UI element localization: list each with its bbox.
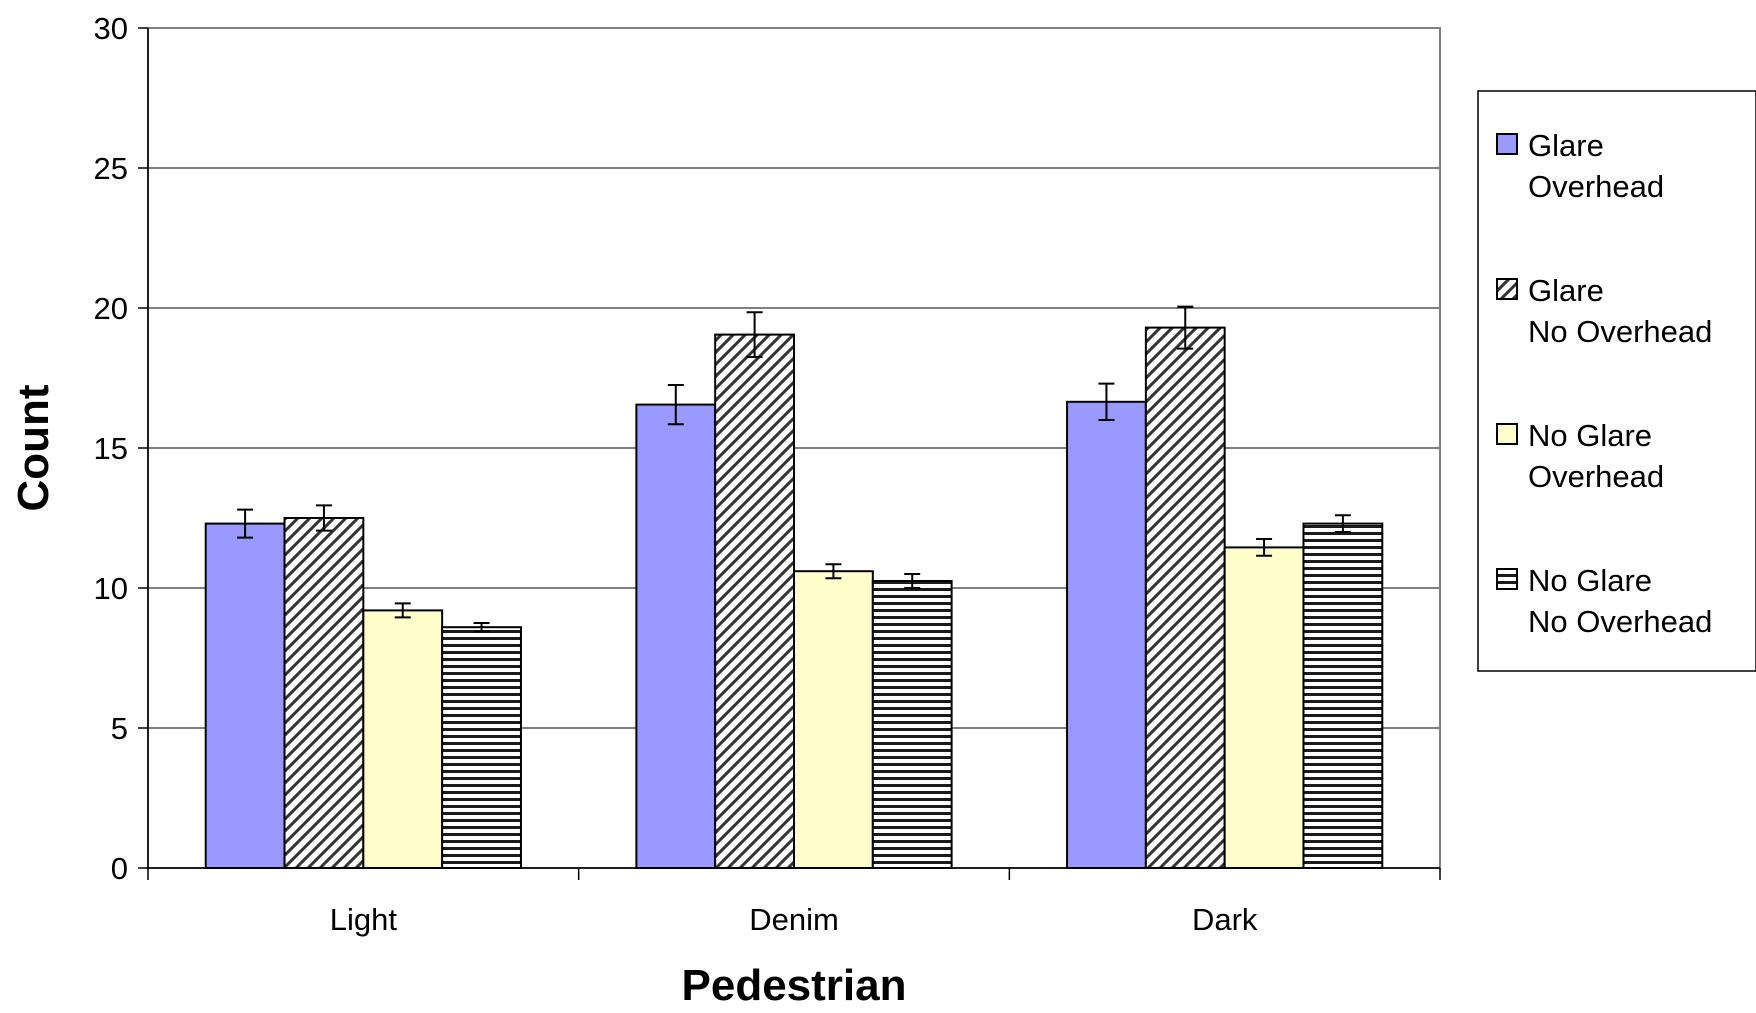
bar-light-no-glare-overhead: [362, 609, 444, 870]
legend-item-glare-overhead: Glare Overhead: [1496, 128, 1664, 204]
bars: [204, 326, 1384, 870]
error-bar-light-no-glare-no-overhead: [473, 622, 490, 633]
legend-swatch: [1496, 568, 1518, 590]
error-bar-light-glare-overhead: [237, 508, 254, 539]
error-bar-light-glare-no-overhead: [315, 504, 332, 532]
bar-light-no-glare-no-overhead: [441, 626, 522, 870]
legend-item-no-glare-overhead: No Glare Overhead: [1496, 418, 1664, 494]
legend-label: No Overhead: [1528, 314, 1712, 349]
bar-dark-glare-no-overhead: [1144, 326, 1226, 870]
x-axis-title: Pedestrian: [682, 961, 907, 1010]
bar-dark-no-glare-overhead: [1223, 546, 1305, 870]
legend-item-glare-no-overhead: Glare No Overhead: [1496, 273, 1712, 349]
legend-item-no-glare-no-overhead: No Glare No Overhead: [1496, 563, 1712, 639]
y-tick-label: 0: [111, 851, 128, 886]
error-bar-denim-no-glare-overhead: [825, 563, 842, 580]
y-tick-label: 20: [94, 291, 128, 326]
x-tick-label-dark: Dark: [1192, 902, 1258, 937]
error-bar-dark-no-glare-overhead: [1256, 538, 1273, 557]
error-bar-dark-glare-overhead: [1098, 382, 1115, 421]
axes: 0 5 10 15 20 25 30 Light Denim Dark: [94, 11, 1441, 937]
legend-swatch: [1496, 423, 1518, 445]
bar-denim-no-glare-overhead: [793, 570, 874, 869]
x-tick-label-denim: Denim: [749, 902, 839, 937]
bar-dark-glare-overhead: [1066, 400, 1147, 869]
legend-label: No Glare: [1528, 563, 1652, 598]
error-bar-dark-no-glare-no-overhead: [1334, 514, 1351, 533]
bar-dark-no-glare-no-overhead: [1302, 522, 1384, 869]
y-tick-label: 25: [94, 151, 128, 186]
error-bar-light-no-glare-overhead: [394, 602, 411, 619]
y-tick-label: 10: [94, 571, 128, 606]
bar-denim-no-glare-no-overhead: [871, 580, 953, 869]
error-bar-dark-glare-no-overhead: [1177, 305, 1194, 350]
legend: Glare Overhead Glare No Overhead No Glare Ove…: [1477, 90, 1756, 672]
y-tick-label: 15: [94, 431, 128, 466]
y-tick-label: 30: [94, 11, 128, 46]
legend-swatch: [1496, 278, 1518, 300]
bar-light-glare-no-overhead: [283, 517, 365, 869]
legend-label: Glare: [1528, 273, 1604, 308]
y-tick-label: 5: [111, 711, 128, 746]
x-tick-label-light: Light: [330, 902, 398, 937]
error-bar-denim-glare-overhead: [667, 384, 684, 426]
bar-denim-glare-overhead: [635, 403, 717, 869]
legend-box: [1477, 90, 1756, 672]
legend-label: No Overhead: [1528, 604, 1712, 639]
error-bar-denim-glare-no-overhead: [746, 311, 763, 358]
bar-denim-glare-no-overhead: [714, 333, 795, 870]
error-bar-denim-no-glare-no-overhead: [904, 573, 921, 589]
legend-swatch: [1496, 133, 1518, 155]
legend-label: No Glare: [1528, 418, 1652, 453]
legend-label: Overhead: [1528, 169, 1664, 204]
bar-light-glare-overhead: [204, 522, 286, 869]
error-bars: [237, 305, 1351, 633]
y-axis-title: Count: [9, 384, 58, 511]
legend-label: Glare: [1528, 128, 1604, 163]
legend-label: Overhead: [1528, 459, 1664, 494]
